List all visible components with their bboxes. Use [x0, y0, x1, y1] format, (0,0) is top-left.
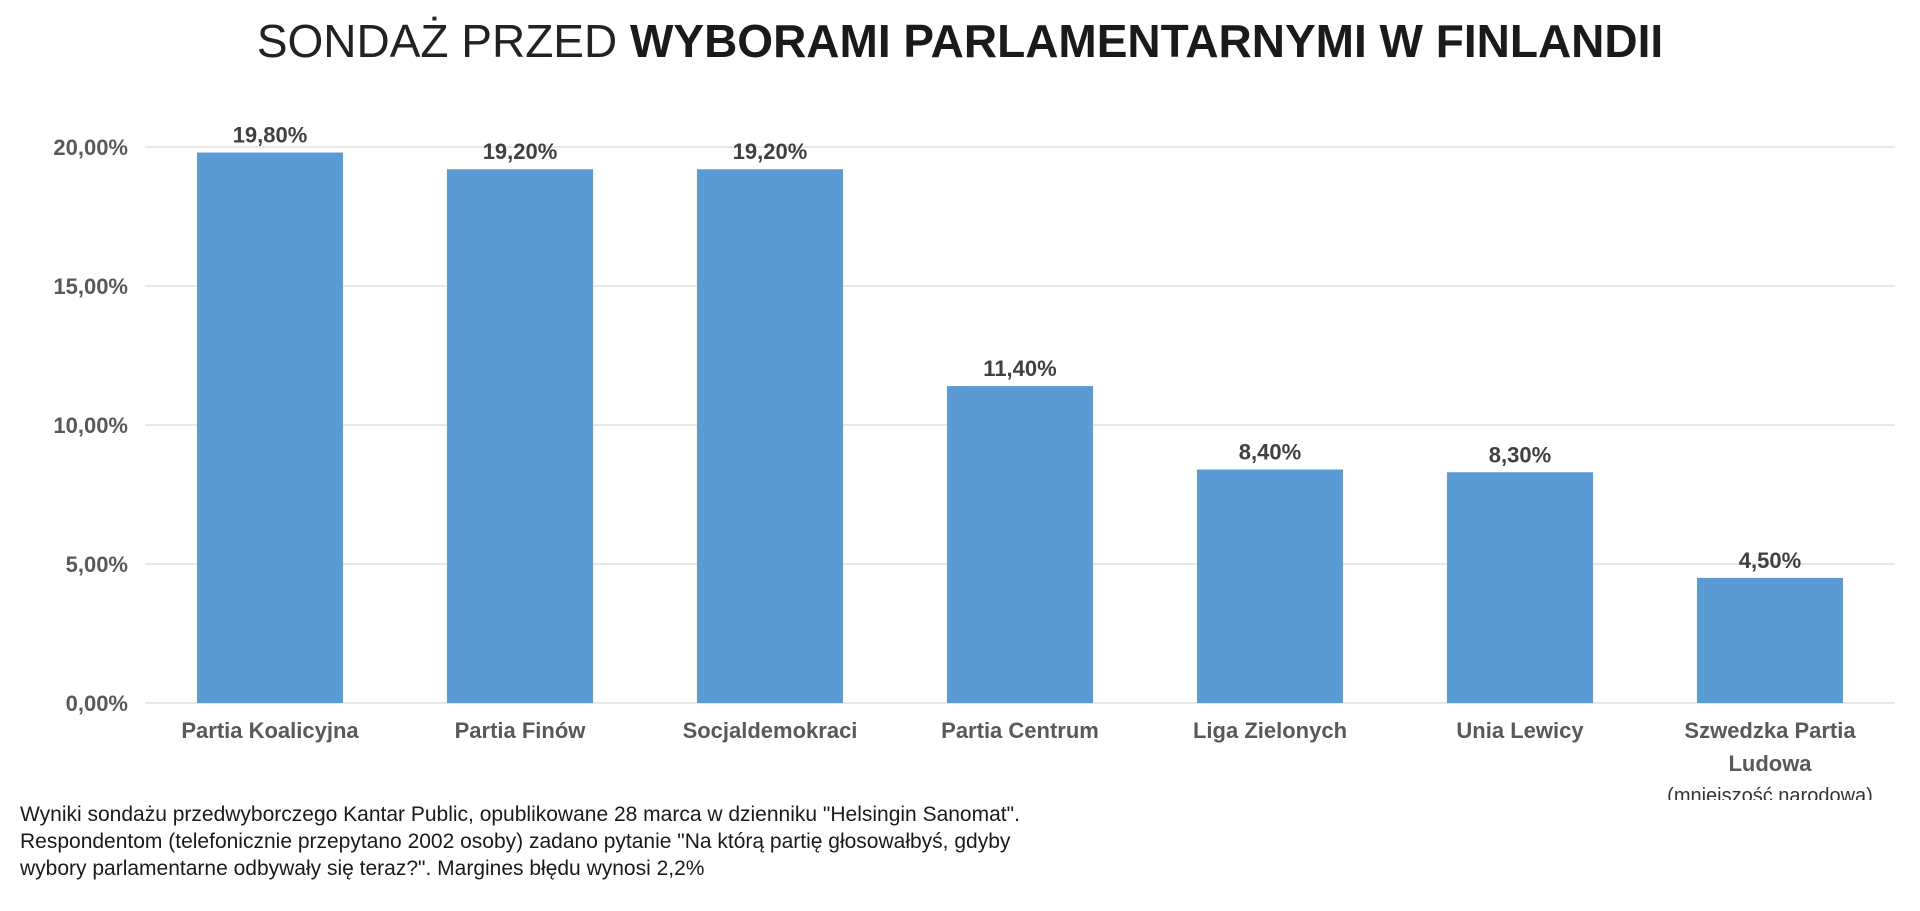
y-tick-label: 20,00% [53, 135, 128, 160]
x-tick-note: (mniejszość narodowa) [1667, 785, 1873, 800]
x-tick-label: Partia Finów [455, 718, 587, 743]
chart-title-light: SONDAŻ PRZED [256, 15, 618, 67]
data-label: 11,40% [983, 356, 1056, 381]
bar-chart: 0,00% 5,00% 10,00% 15,00% 20,00% 19,80% 19,20… [53, 123, 1895, 800]
footnote-line: wybory parlamentarne odbywały się teraz?… [20, 857, 705, 880]
y-tick-label: 10,00% [53, 413, 128, 438]
bars [197, 152, 1843, 704]
y-tick-label: 5,00% [66, 552, 128, 577]
y-tick-label: 15,00% [53, 274, 128, 299]
bar [1447, 472, 1593, 703]
x-axis-labels: Partia Koalicyjna Partia Finów Socjaldemok… [181, 718, 1872, 800]
x-tick-label: Szwedzka Partia [1684, 718, 1856, 743]
data-label: 19,20% [733, 139, 808, 164]
y-axis-ticks: 0,00% 5,00% 10,00% 15,00% 20,00% [53, 135, 128, 716]
bar [1197, 469, 1343, 703]
footnote: Wyniki sondażu przedwyborczego Kantar Pu… [20, 801, 1220, 882]
chart-title-bold: WYBORAMI PARLAMENTARNYMI W FINLANDII [629, 15, 1664, 67]
x-tick-label: Socjaldemokraci [683, 718, 858, 743]
x-tick-label: Ludowa [1728, 751, 1812, 776]
y-tick-label: 0,00% [66, 691, 128, 716]
data-label: 19,20% [483, 139, 558, 164]
bar [197, 152, 343, 703]
data-label: 8,30% [1489, 442, 1551, 467]
data-label: 8,40% [1239, 439, 1301, 464]
bar [947, 386, 1093, 703]
x-tick-label: Partia Koalicyjna [181, 718, 359, 743]
data-label: 4,50% [1739, 548, 1801, 573]
footnote-line: Wyniki sondażu przedwyborczego Kantar Pu… [20, 803, 1020, 826]
x-tick-label: Liga Zielonych [1193, 718, 1347, 743]
bar [447, 169, 593, 704]
footnote-line: Respondentom (telefonicznie przepytano 2… [20, 830, 1011, 853]
bar [697, 169, 843, 704]
x-tick-label: Partia Centrum [941, 718, 1099, 743]
x-tick-label: Unia Lewicy [1456, 718, 1584, 743]
chart-title: SONDAŻ PRZED WYBORAMI PARLAMENTARNYMI W … [0, 14, 1920, 68]
bar [1697, 577, 1843, 703]
value-labels: 19,80% 19,20% 19,20% 11,40% 8,40% 8,30% 4,50% [233, 123, 1802, 573]
data-label: 19,80% [233, 123, 308, 148]
